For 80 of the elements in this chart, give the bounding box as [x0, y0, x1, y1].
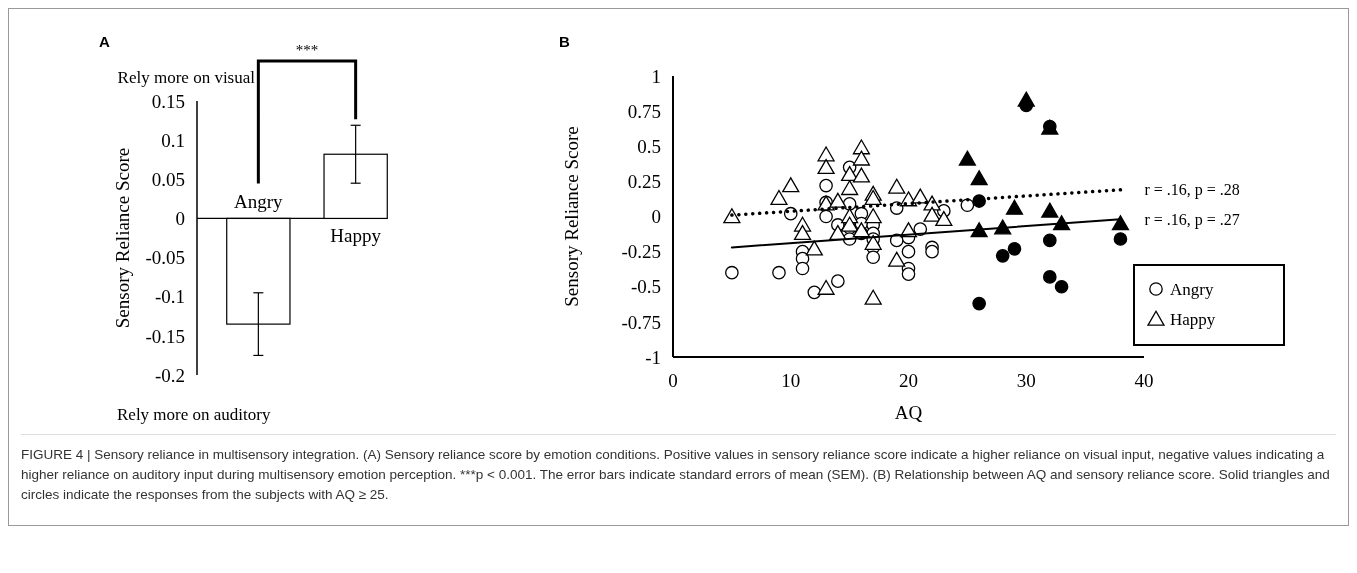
point	[958, 150, 976, 166]
point	[1007, 242, 1022, 256]
point	[841, 180, 859, 196]
annotation: r = .16, p = .27	[1144, 210, 1240, 229]
point	[819, 178, 833, 193]
x-axis-title: AQ	[894, 402, 923, 423]
y-tick-label: 0	[651, 206, 661, 228]
point	[1042, 270, 1057, 284]
point	[864, 289, 882, 305]
y-tick-label: 0.15	[151, 90, 185, 112]
text: Rely more on visual	[117, 68, 256, 87]
point	[805, 240, 823, 256]
point	[888, 178, 906, 194]
annotation: r = .16, p = .28	[1144, 181, 1240, 200]
y-tick-label: -0.75	[621, 311, 661, 333]
point	[725, 265, 739, 280]
y-tick-label: 0.1	[161, 129, 185, 151]
point	[852, 167, 871, 183]
y-tick-label: 0.05	[151, 168, 185, 190]
x-tick-label: 0	[668, 370, 678, 391]
point	[923, 206, 941, 222]
point	[1041, 202, 1059, 218]
point	[960, 198, 975, 213]
point	[888, 251, 906, 267]
point	[901, 267, 916, 281]
point	[864, 189, 882, 205]
y-tick-label: -0.05	[145, 247, 185, 269]
x-tick-label: 10	[781, 370, 801, 391]
y-tick-label: 0.75	[627, 100, 661, 122]
x-tick-label: 20	[899, 370, 918, 391]
y-tick-label: 0	[175, 208, 185, 230]
y-axis-title: Sensory Reliance Score	[561, 126, 582, 307]
legend-label: Happy	[1170, 309, 1216, 329]
point	[1054, 279, 1069, 294]
point	[1017, 91, 1035, 107]
point	[795, 261, 810, 276]
point	[782, 177, 800, 193]
chart-title: A	[99, 33, 110, 50]
point	[925, 244, 939, 259]
point	[841, 216, 859, 232]
point	[829, 192, 847, 208]
y-axis-title: Sensory Reliance Score	[112, 147, 133, 329]
point	[772, 265, 786, 280]
point	[852, 150, 871, 166]
text: Rely more on auditory	[117, 405, 271, 424]
point	[1111, 215, 1130, 231]
point	[1113, 232, 1128, 246]
y-tick-label: -0.15	[145, 325, 185, 347]
point	[1042, 233, 1057, 248]
point	[935, 210, 953, 227]
y-tick-label: 0.25	[627, 171, 661, 193]
point	[901, 244, 916, 259]
legend-label: Angry	[1170, 279, 1214, 299]
point	[817, 146, 835, 162]
y-tick-label: 1	[651, 65, 661, 87]
point	[793, 225, 812, 241]
point	[770, 189, 788, 205]
point	[852, 222, 871, 238]
y-tick-label: -0.2	[154, 364, 185, 386]
x-tick-label: 30	[1016, 370, 1036, 391]
y-tick-label: -0.25	[621, 241, 661, 263]
point	[817, 279, 835, 295]
y-tick-label: 0.5	[637, 135, 661, 157]
y-tick-label: -0.1	[154, 286, 185, 308]
x-tick-label: 40	[1134, 370, 1154, 391]
y-tick-label: -1	[645, 346, 661, 368]
point	[1005, 199, 1024, 215]
point	[970, 170, 988, 186]
point	[995, 249, 1010, 263]
chart-title: B	[559, 33, 570, 50]
point	[819, 209, 833, 224]
point	[864, 208, 882, 224]
caption: FIGURE 4 | Sensory reliance in multisensory integration. (A) Sensory reliance score by emotion conditions. Positive values in sensory reliance score indicate a higher reliance on visual input, negative values indicating a higher reliance on auditory input during multisensory emotion perception. ***p < 0.001. The error bars indicate standard errors of mean (SEM). (B) Relationship between AQ and sensory reliance score. Solid triangles and circles indicate the responses from the subjects with AQ ≥ 25.	[21, 434, 1336, 525]
point	[831, 274, 845, 288]
point	[817, 158, 835, 175]
y-tick-label: -0.5	[630, 276, 661, 298]
text: ***	[295, 42, 319, 58]
point	[972, 296, 986, 311]
point	[866, 250, 880, 265]
point	[864, 234, 882, 250]
